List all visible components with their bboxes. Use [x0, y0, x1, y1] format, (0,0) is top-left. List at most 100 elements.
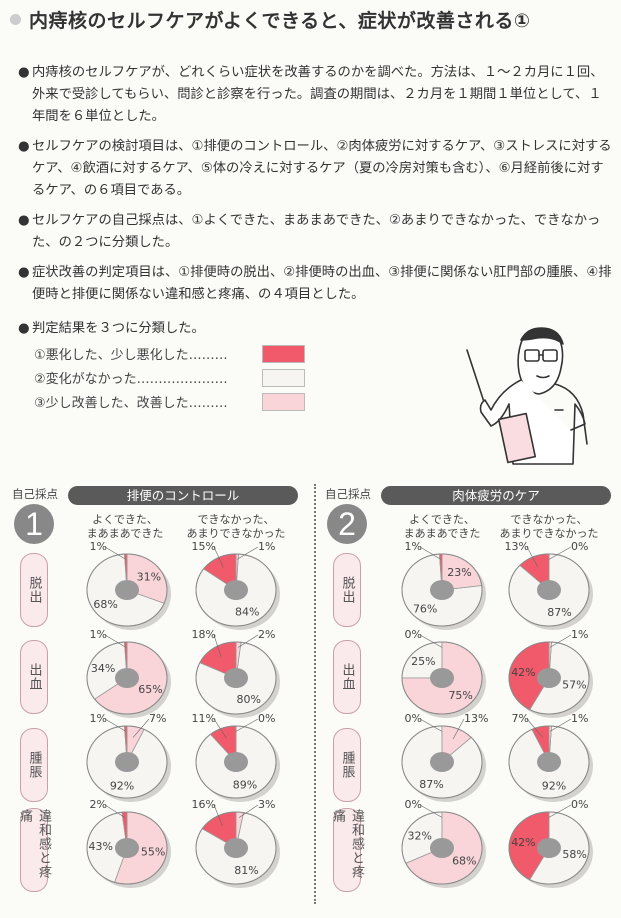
- pie-label-improved: 1%: [571, 712, 588, 725]
- row-label-discomfort-pain: 違和感と疼痛: [17, 808, 51, 892]
- pie-label-worsened: 0%: [405, 628, 422, 641]
- pie-label-no-change: 92%: [542, 779, 566, 792]
- pie-label-improved: 7%: [149, 712, 166, 725]
- pie-label-worsened: 1%: [90, 628, 107, 641]
- pie-outline: [508, 553, 590, 627]
- pie-label-worsened: 11%: [192, 712, 216, 725]
- leader-line: [104, 634, 127, 648]
- pie-label-no-change: 25%: [411, 655, 435, 668]
- pie-label-improved: 68%: [452, 855, 476, 868]
- leader-line: [452, 718, 465, 740]
- bullet-icon: ●: [18, 213, 30, 228]
- leader-line: [104, 718, 127, 732]
- pie-chart: 42% 1% 57%: [508, 628, 593, 718]
- pie-label-worsened: 0%: [405, 712, 422, 725]
- pie-hole: [430, 838, 454, 858]
- pie-label-no-change: 92%: [110, 779, 134, 792]
- legend-label: ③少し改善した、改善した………: [34, 396, 228, 411]
- pie-label-improved: 1%: [258, 540, 275, 553]
- pie-label-worsened: 0%: [405, 798, 422, 811]
- pie-hole: [115, 580, 139, 600]
- pie-outline: [508, 811, 590, 885]
- bullet-icon: ●: [18, 65, 30, 80]
- pie-chart: 1% 31% 68%: [86, 540, 171, 630]
- leader-line: [419, 546, 442, 560]
- row-label-bleeding: 出血: [20, 640, 48, 714]
- paragraph-text: セルフケアの検討項目は、①排便のコントロール、②肉体疲労に対するケア、③ストレス…: [32, 139, 612, 198]
- pie-chart: 0% 13% 87%: [401, 712, 488, 802]
- title-bullet-icon: [10, 14, 21, 25]
- pie-label-worsened: 42%: [511, 836, 535, 849]
- pie-label-no-change: 43%: [88, 840, 112, 853]
- pie-label-improved: 13%: [464, 712, 488, 725]
- pie-chart: 42% 0% 58%: [508, 798, 593, 888]
- pie-chart: 2% 55% 43%: [86, 798, 171, 888]
- pie-hole: [537, 580, 561, 600]
- score-label: 自己採点: [12, 487, 58, 501]
- pie-hole: [430, 668, 454, 688]
- leader-line: [213, 718, 227, 739]
- pie-outline: [401, 641, 483, 715]
- pie-label-worsened: 1%: [90, 712, 107, 725]
- page-title-text: 内痔核のセルフケアがよくできると、症状が改善される①: [29, 10, 531, 32]
- pie-hole: [224, 668, 248, 688]
- pie-chart: 1% 65% 34%: [86, 628, 171, 718]
- pie-label-no-change: 76%: [413, 602, 437, 615]
- legend-no-change: ②変化がなかった…………………: [34, 368, 305, 388]
- leader-line: [236, 546, 259, 560]
- paragraph-results: ● 判定結果を３つに分類した。: [18, 318, 613, 340]
- pie-outline: [508, 725, 590, 799]
- leader-line: [549, 634, 572, 648]
- pie-chart: 7% 1% 92%: [508, 712, 593, 802]
- legend-swatch-improved: [262, 393, 305, 411]
- pie-label-worsened: 1%: [90, 540, 107, 553]
- pie-hole: [115, 838, 139, 858]
- pie-label-improved: 1%: [571, 628, 588, 641]
- column-header-good: よくできた、 まあまあできた: [86, 513, 164, 540]
- leader-line: [213, 634, 222, 657]
- pie-label-no-change: 68%: [93, 598, 117, 611]
- paragraph-text: 内痔核のセルフケアが、どれくらい症状を改善するのかを調べた。方法は、１～２カ月に…: [32, 65, 604, 124]
- pie-outline: [86, 553, 168, 627]
- pie-chart: 18% 2% 80%: [192, 628, 280, 718]
- row-label-swelling: 腫脹: [333, 728, 361, 802]
- pie-hole: [537, 838, 561, 858]
- paragraph-text: セルフケアの自己採点は、①よくできた、まあまあできた、②あまりできなかった、でき…: [32, 213, 601, 250]
- pie-label-worsened: 18%: [192, 628, 216, 641]
- pie-hole: [224, 580, 248, 600]
- legend-swatch-worsened: [262, 345, 305, 363]
- column-header-poor: できなかった、 あまりできなかった: [186, 513, 286, 540]
- pie-label-no-change: 32%: [407, 829, 431, 842]
- pie-label-no-change: 58%: [562, 848, 586, 861]
- pie-chart: 15% 1% 84%: [192, 540, 280, 630]
- score-label: 自己採点: [325, 487, 371, 501]
- pie-label-no-change: 84%: [235, 605, 259, 618]
- pie-chart: 0% 68% 32%: [401, 798, 486, 888]
- leader-line: [419, 804, 443, 818]
- panel-bowel-control: 自己採点 1 排便のコントロール よくできた、 まあまあできた できなかった、 …: [0, 478, 310, 918]
- paragraph-self-score: ● セルフケアの自己採点は、①よくできた、まあまあできた、②あまりできなかった、で…: [18, 210, 613, 254]
- legend-worsened: ①悪化した、少し悪化した………: [34, 344, 305, 364]
- pie-outline: [195, 725, 277, 799]
- pie-label-no-change: 89%: [233, 778, 257, 791]
- doctor-illustration: [466, 327, 588, 465]
- pie-label-no-change: 87%: [547, 606, 571, 619]
- pie-label-worsened: 16%: [192, 798, 216, 811]
- pie-hole: [537, 668, 561, 688]
- legend-label: ①悪化した、少し悪化した………: [34, 348, 228, 363]
- pie-outline: [86, 811, 168, 885]
- paragraph-method: ● 内痔核のセルフケアが、どれくらい症状を改善するのかを調べた。方法は、１～２カ月…: [18, 62, 613, 128]
- pie-outline: [195, 641, 277, 715]
- pie-label-no-change: 57%: [562, 679, 586, 692]
- bullet-icon: ●: [18, 265, 30, 280]
- pie-hole: [115, 752, 139, 772]
- pie-outline: [195, 553, 277, 627]
- pie-outline: [195, 811, 277, 885]
- leader-line: [104, 546, 127, 560]
- pie-label-no-change: 81%: [234, 864, 258, 877]
- pie-label-improved: 0%: [258, 712, 275, 725]
- bullet-icon: ●: [18, 139, 30, 154]
- pie-label-worsened: 1%: [405, 540, 422, 553]
- pie-label-improved: 2%: [258, 628, 275, 641]
- paragraph-judgement: ● 症状改善の判定項目は、①排便時の脱出、②排便時の出血、③排便に関係ない肛門部の…: [18, 262, 613, 306]
